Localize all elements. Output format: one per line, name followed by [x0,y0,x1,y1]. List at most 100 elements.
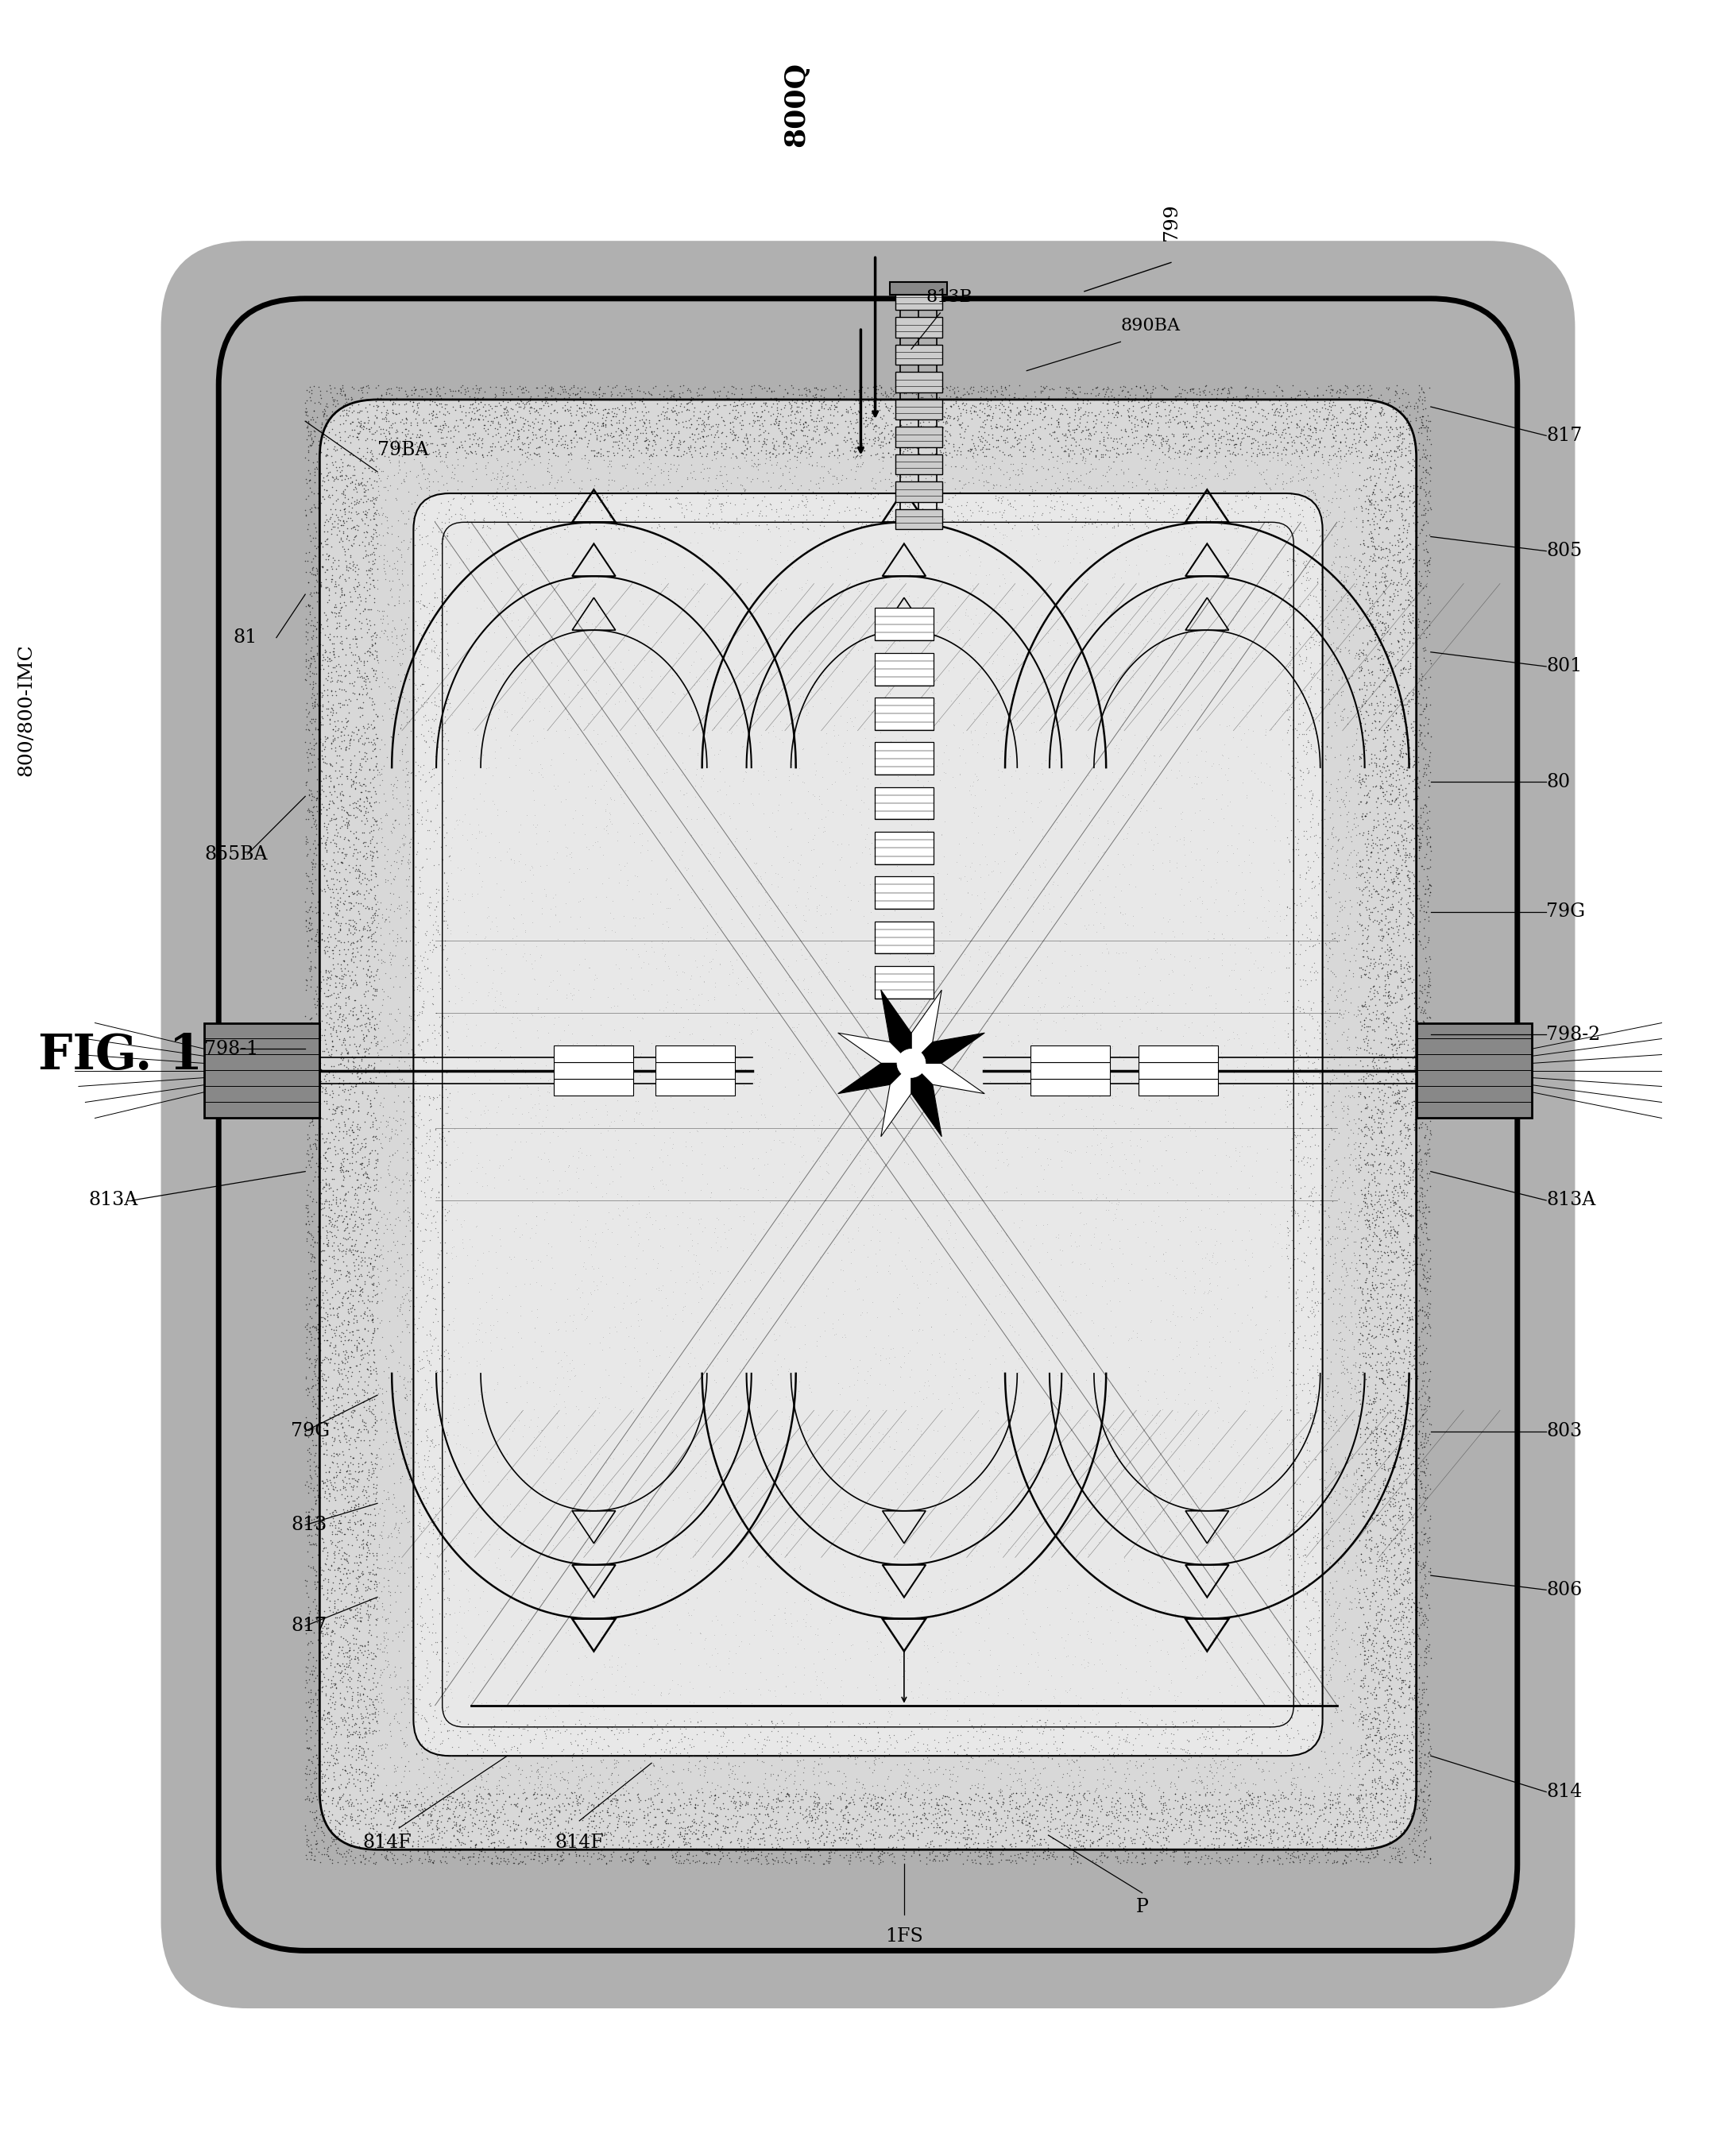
Point [1366,938,1394,972]
Point [1276,591,1304,625]
Point [1094,370,1121,405]
Point [1385,465,1413,499]
Point [299,1015,326,1049]
Point [748,1085,776,1120]
Point [550,392,578,426]
Point [526,411,554,445]
Point [644,726,672,760]
Point [1370,1002,1397,1036]
Point [406,1505,434,1539]
Point [654,1706,682,1741]
Point [503,717,531,751]
Point [1272,1227,1300,1261]
Point [582,1816,609,1850]
Point [1134,1818,1161,1852]
Point [955,1702,983,1736]
Point [344,1002,372,1036]
Point [448,818,476,852]
Point [434,520,462,555]
Point [1361,704,1389,739]
Point [302,1133,330,1167]
Point [391,1726,418,1760]
Point [1094,422,1121,456]
Point [672,1711,700,1745]
Point [1323,405,1351,439]
Point [797,388,825,422]
Point [898,456,925,490]
Point [321,1691,349,1726]
Point [335,1449,363,1484]
Point [484,1841,512,1876]
Point [809,610,837,644]
Point [604,1721,632,1756]
Point [1366,1760,1394,1794]
Point [354,1514,382,1548]
Point [606,1199,634,1233]
Point [1380,552,1408,587]
Point [990,495,1017,529]
Point [418,1721,446,1756]
Point [1382,373,1410,407]
Point [349,370,377,405]
Point [1213,377,1241,411]
Point [1300,1317,1328,1351]
Point [1286,1730,1314,1764]
Point [1312,779,1340,814]
Point [1127,1379,1154,1413]
Point [382,1201,410,1235]
Point [1186,439,1213,473]
Point [615,1841,642,1876]
Point [644,1721,672,1756]
Point [356,871,384,906]
Point [604,417,632,452]
Point [1092,375,1120,409]
Point [300,850,328,884]
Point [597,1837,625,1871]
Point [1304,1004,1332,1038]
Point [620,1805,648,1839]
Point [592,880,620,914]
Point [476,1107,503,1141]
Point [745,424,773,458]
Point [300,385,328,420]
Point [651,445,679,480]
Point [328,1537,356,1571]
Point [1352,1786,1380,1820]
Point [358,422,385,456]
Point [1097,702,1125,737]
Point [1198,1777,1226,1811]
Point [653,400,681,435]
Point [1215,1184,1243,1218]
Point [1219,1574,1246,1608]
Point [444,1130,472,1165]
Point [1408,1081,1436,1115]
Point [757,1715,785,1749]
Point [1233,1783,1260,1818]
Point [1337,1362,1364,1396]
Point [1127,1747,1154,1781]
Point [887,1777,915,1811]
Point [760,1807,788,1841]
Point [679,381,707,415]
Point [1396,1160,1424,1195]
Point [1300,602,1328,636]
Point [1319,428,1347,462]
Point [1411,788,1439,822]
Point [422,606,450,640]
Point [365,998,392,1032]
Point [1049,462,1076,497]
Point [1406,1107,1434,1141]
Point [304,1360,332,1394]
Point [918,390,946,424]
Point [1029,846,1057,880]
Point [1387,948,1415,983]
Point [582,683,609,717]
Point [366,1820,394,1854]
Point [818,910,845,944]
Point [1406,698,1434,732]
Point [328,1434,356,1469]
Point [580,550,608,584]
Point [832,756,859,790]
Point [1351,758,1378,792]
Point [509,940,536,974]
